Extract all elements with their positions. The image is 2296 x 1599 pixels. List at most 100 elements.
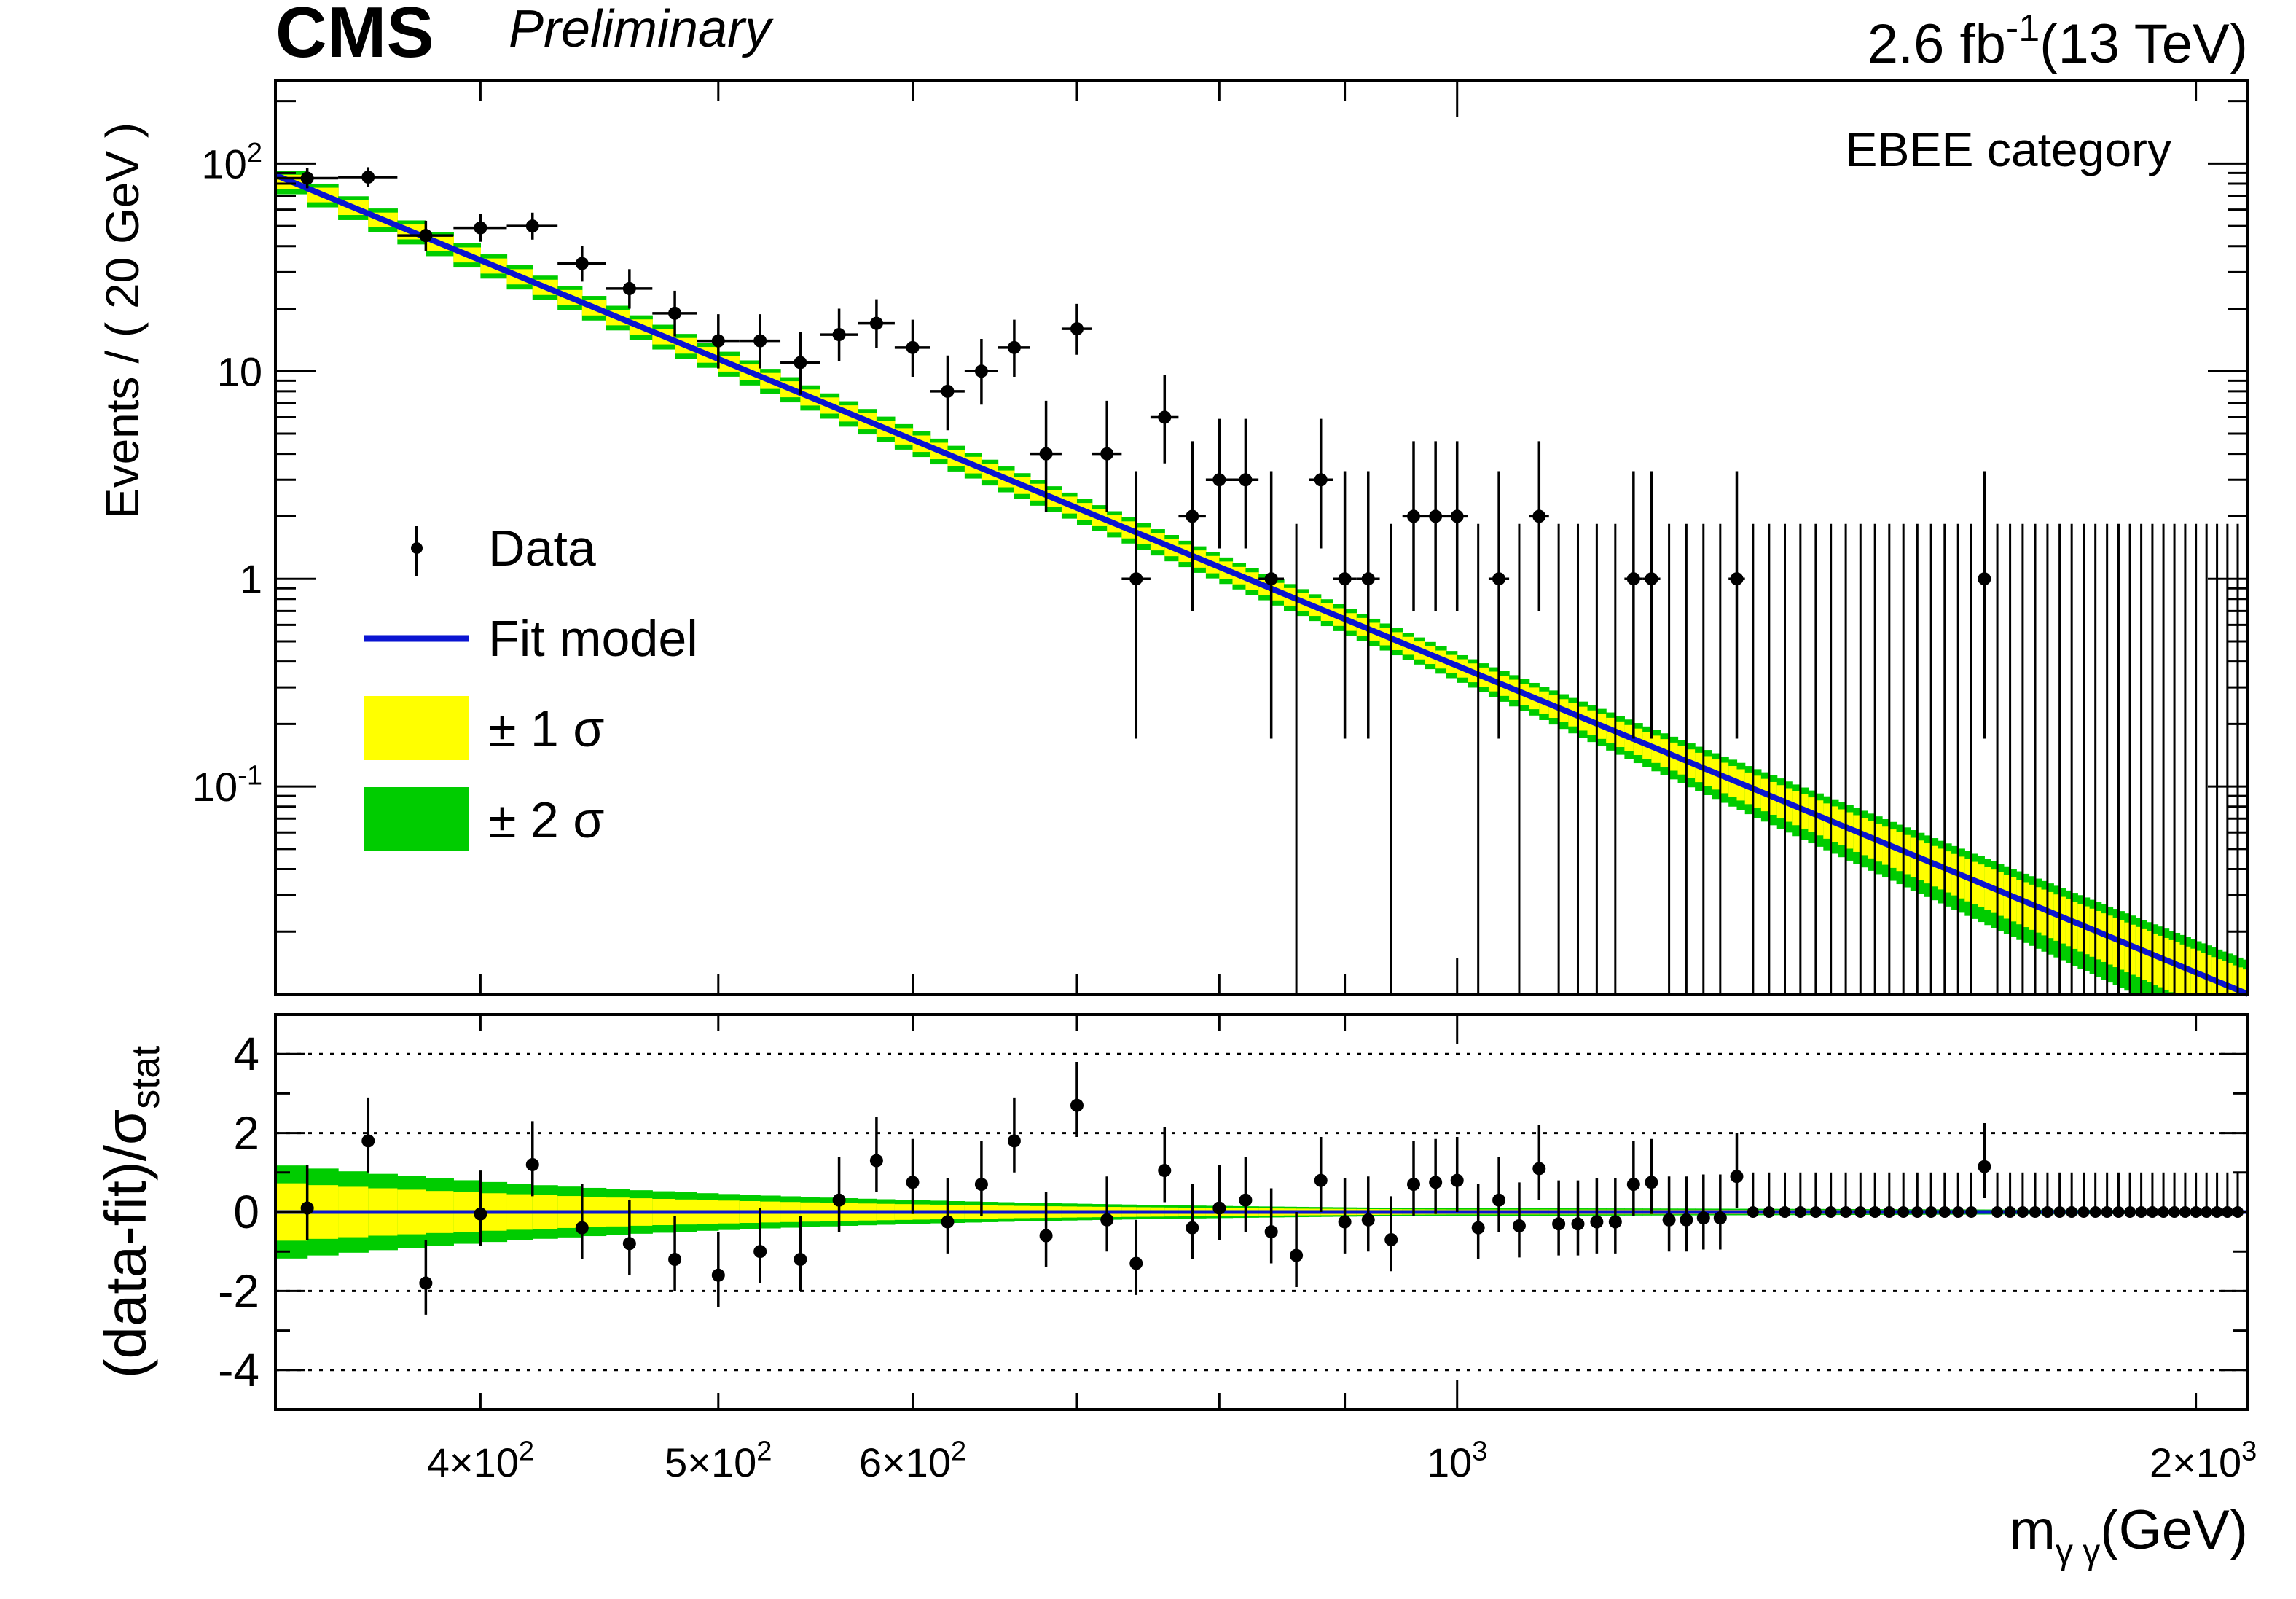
pull-point-marker (2029, 1206, 2042, 1218)
pull-point-empty-bin (1897, 1172, 1910, 1218)
pull-point-marker (1239, 1193, 1253, 1207)
data-point (1624, 471, 1643, 739)
pull-point (1407, 1141, 1421, 1216)
legend-label-data: Data (488, 520, 596, 576)
one-sigma-band-segment (2118, 920, 2125, 970)
data-point (1488, 471, 1510, 739)
pull-point (668, 1216, 682, 1291)
ratio-y-tick-label: 0 (233, 1186, 259, 1238)
pull-point-marker (1384, 1232, 1398, 1246)
data-points (275, 167, 2239, 994)
data-point-marker (941, 384, 955, 398)
data-point-marker (1407, 509, 1421, 523)
one-sigma-band-segment (2211, 957, 2218, 994)
pull-point-marker (2053, 1206, 2066, 1218)
data-point-marker (906, 340, 920, 354)
ratio-y-axis-label-sub: stat (124, 1046, 168, 1109)
legend: Data Fit model ± 1 σ ± 2 σ (364, 520, 698, 851)
pull-point (1662, 1176, 1676, 1252)
data-point (930, 355, 965, 431)
pull-point (361, 1097, 375, 1173)
pull-point-empty-bin (2029, 1172, 2042, 1218)
pull-point-marker (1129, 1256, 1143, 1270)
data-point-marker (525, 219, 539, 233)
pull-point-marker (1680, 1213, 1693, 1227)
data-point-marker (474, 221, 487, 235)
data-point-marker (1212, 473, 1226, 487)
data-point (1529, 441, 1549, 611)
data-point (338, 167, 398, 187)
data-point-marker (1007, 340, 1021, 354)
one-sigma-band-segment (2174, 942, 2181, 994)
one-sigma-band-segment (2227, 963, 2233, 994)
lumi-label: 2.6 fb-1(13 TeV) (1868, 7, 2248, 75)
ratio-y-tick-label: -2 (218, 1264, 259, 1317)
pull-point-empty-bin (2101, 1172, 2113, 1218)
pull-point-marker (1007, 1134, 1021, 1148)
pull-point-marker (1212, 1201, 1226, 1215)
pull-point (1492, 1157, 1506, 1232)
pull-point (753, 1208, 767, 1283)
pull-point-marker (2135, 1206, 2147, 1218)
pull-point-empty-bin (2179, 1172, 2191, 1218)
ratio-grid-lines (275, 1052, 2248, 1372)
data-point (858, 299, 895, 348)
data-point-marker (1070, 322, 1084, 336)
pull-point-marker (1450, 1173, 1464, 1187)
one-sigma-band-segment (2112, 918, 2120, 968)
data-point (1642, 471, 1661, 739)
pull-point-marker (974, 1178, 988, 1192)
data-point-marker (1429, 509, 1443, 523)
data-point (1978, 471, 1991, 739)
y-tick-label: 1 (240, 556, 262, 602)
pull-point-marker (1039, 1229, 1053, 1243)
data-point (1356, 471, 1380, 739)
data-point (557, 246, 606, 282)
pull-point-empty-bin (2146, 1172, 2158, 1218)
pull-point-empty-bin (2211, 1172, 2223, 1218)
pull-point-marker (1747, 1206, 1759, 1218)
pull-point-empty-bin (1938, 1172, 1951, 1218)
data-point-marker (361, 171, 375, 184)
data-point-marker (1532, 509, 1546, 523)
data-point (697, 314, 740, 369)
pull-point-empty-bin (1779, 1172, 1791, 1218)
pull-point-marker (2077, 1206, 2090, 1218)
pull-point-empty-bin (2124, 1172, 2136, 1218)
legend-label-fit: Fit model (488, 610, 698, 667)
one-sigma-band-segment (2124, 922, 2131, 973)
main-frame (274, 79, 2249, 996)
pull-point-marker (419, 1276, 433, 1290)
data-point (1205, 418, 1233, 549)
pull-point (1158, 1127, 1172, 1203)
x-tick-label: 5×102 (665, 1436, 772, 1485)
pull-point-marker (1978, 1160, 1991, 1173)
data-point-marker (1264, 572, 1278, 586)
one-sigma-band-segment (2101, 913, 2108, 962)
pull-point-marker (1571, 1217, 1585, 1231)
ratio-y-tick-label: -4 (218, 1344, 259, 1396)
pull-point-empty-bin (1809, 1172, 1822, 1218)
data-point (739, 314, 781, 369)
pull-point (1552, 1180, 1566, 1256)
energy-value: (13 TeV) (2040, 13, 2248, 75)
pull-point-marker (1809, 1206, 1822, 1218)
pull-point-marker (832, 1193, 846, 1207)
pull-point-marker (1794, 1206, 1806, 1218)
pull-point-marker (361, 1134, 375, 1148)
data-point-marker (1978, 572, 1991, 586)
pull-point-marker (1911, 1206, 1924, 1218)
data-point-marker (1129, 572, 1143, 586)
pull-point (1039, 1192, 1053, 1267)
pull-point (1264, 1188, 1278, 1264)
pull-point-marker (1713, 1211, 1727, 1225)
one-sigma-band-segment (2107, 915, 2114, 965)
pull-point-marker (668, 1253, 682, 1267)
one-sigma-band-segment (2243, 969, 2249, 994)
pull-point-marker (1100, 1213, 1114, 1227)
pull-point-marker (1429, 1176, 1443, 1189)
pull-point-marker (2101, 1206, 2113, 1218)
pull-point (1608, 1178, 1622, 1254)
pull-point-marker (2211, 1206, 2223, 1218)
